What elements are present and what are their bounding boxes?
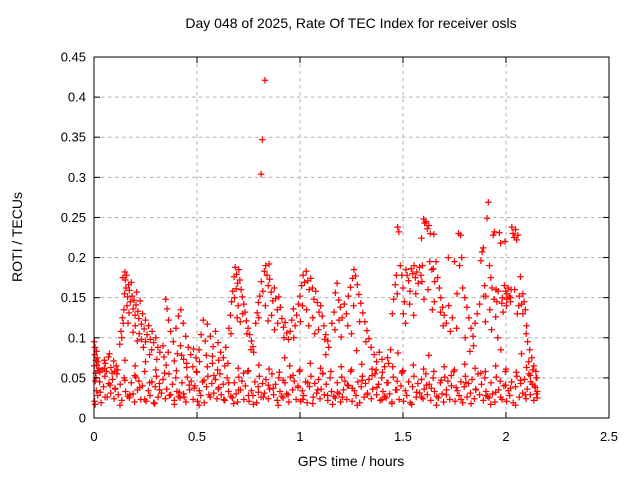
y-tick-label: 0.25 [61,210,86,225]
y-tick-label: 0.1 [68,330,86,345]
y-tick-label: 0.05 [61,370,86,385]
chart-title: Day 048 of 2025, Rate Of TEC Index for r… [185,15,516,31]
x-tick-label: 1.5 [394,429,412,444]
y-tick-label: 0.45 [61,50,86,65]
x-tick-label: 2.5 [600,429,618,444]
y-axis-label: ROTI / TECUs [9,192,25,282]
y-tick-label: 0.35 [61,130,86,145]
y-tick-label: 0.4 [68,90,86,105]
x-tick-label: 0 [90,429,97,444]
x-tick-label: 1 [296,429,303,444]
axis-ticks [93,56,610,419]
x-tick-label: 2 [502,429,509,444]
y-tick-label: 0.3 [68,170,86,185]
y-tick-label: 0.2 [68,250,86,265]
y-tick-label: 0.15 [61,290,86,305]
x-axis-label: GPS time / hours [298,453,405,469]
y-tick-label: 0 [79,411,86,426]
x-tick-labels: 0 0.5 1 1.5 2 2.5 [90,429,618,444]
x-tick-label: 0.5 [188,429,206,444]
data-points [90,77,541,409]
y-tick-labels: 0 0.05 0.1 0.15 0.2 0.25 0.3 0.35 0.4 0.45 [61,50,86,426]
gridlines [94,57,609,418]
plot-frame [93,56,610,419]
